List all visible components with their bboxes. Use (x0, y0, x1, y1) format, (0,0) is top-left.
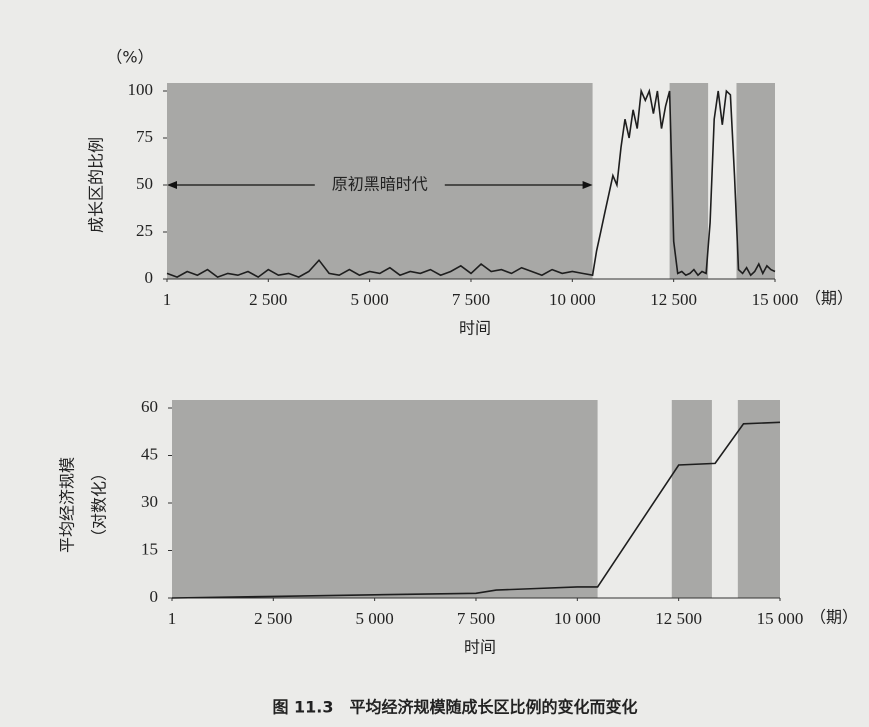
x-tick-label: 10 000 (549, 290, 596, 309)
y-tick-label: 60 (141, 397, 158, 416)
shaded-region (671, 400, 712, 598)
annotation: 原初黑暗时代 (332, 175, 428, 194)
data-line (171, 421, 781, 599)
x-tick-label: 5 000 (356, 609, 394, 628)
shaded-region (736, 83, 775, 279)
shaded-region (737, 400, 780, 598)
y-tick-label: 50 (136, 174, 153, 193)
x-axis-label: 时间 (459, 319, 491, 338)
shaded-region (172, 400, 598, 598)
y-axis-unit: （对数化） (90, 465, 109, 545)
caption: 图 11.3 平均经济规模随成长区比例的变化而变化 (272, 698, 637, 717)
data-line (166, 87, 776, 279)
x-tick-label: 12 500 (655, 609, 702, 628)
x-tick-label: 7 500 (452, 290, 490, 309)
x-axis-label: 时间 (464, 638, 496, 657)
y-unit: （%） (106, 48, 153, 67)
x-tick-label: 5 000 (351, 290, 389, 309)
x-tick-label: 7 500 (457, 609, 495, 628)
x-unit: （期） (810, 608, 858, 627)
x-tick-label: 10 000 (554, 609, 601, 628)
shaded-region (167, 83, 593, 279)
x-tick-label: 2 500 (249, 290, 287, 309)
y-tick-label: 100 (128, 80, 154, 99)
y-tick-label: 25 (136, 221, 153, 240)
x-unit: （期） (805, 289, 853, 308)
y-tick-label: 0 (145, 268, 154, 287)
y-axis-label: 成长区的比例 (87, 137, 106, 233)
arrow-head (582, 181, 593, 189)
x-tick-label: 1 (168, 609, 177, 628)
shaded-region (669, 83, 709, 279)
y-tick-label: 30 (141, 492, 158, 511)
y-tick-label: 45 (141, 444, 158, 463)
arrow-head (167, 181, 177, 189)
x-tick-label: 1 (163, 290, 172, 309)
y-tick-label: 0 (150, 587, 159, 606)
y-tick-label: 75 (136, 127, 153, 146)
x-tick-label: 15 000 (752, 290, 799, 309)
x-tick-label: 15 000 (757, 609, 804, 628)
y-tick-label: 15 (141, 539, 158, 558)
x-tick-label: 2 500 (254, 609, 292, 628)
y-axis-label: 平均经济规模 (58, 457, 77, 553)
x-tick-label: 12 500 (650, 290, 697, 309)
